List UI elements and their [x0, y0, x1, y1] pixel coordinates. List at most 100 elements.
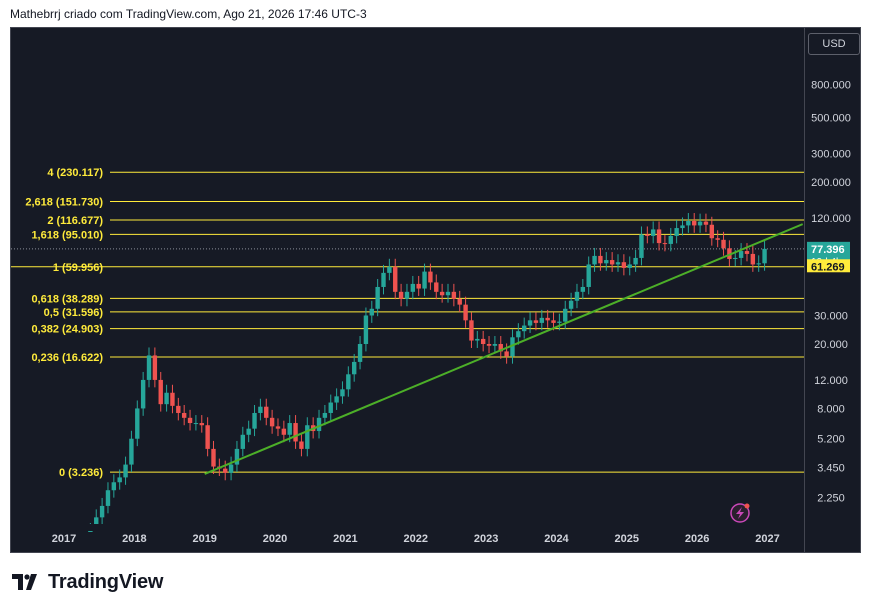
candle-body	[410, 283, 416, 292]
candle-body	[545, 317, 550, 321]
fib-level-label: 4 (230.117)	[47, 167, 103, 179]
candle-body	[680, 225, 685, 229]
candle-body	[733, 257, 738, 259]
candle-body	[451, 291, 457, 299]
x-tick-label: 2018	[122, 533, 146, 545]
candle-body	[140, 379, 146, 409]
candle-body	[727, 248, 732, 259]
candle-body	[422, 271, 427, 289]
candle-body	[480, 338, 486, 344]
candle-body	[428, 271, 433, 283]
candle-body	[621, 262, 627, 268]
candle-body	[275, 426, 281, 429]
brand-name: TradingView	[48, 571, 164, 593]
x-tick-label: 2023	[474, 533, 498, 545]
candle-body	[539, 317, 544, 323]
fib-level-label: 0 (3.236)	[59, 467, 103, 479]
y-tick-label: 12.000	[814, 375, 848, 387]
candle-body	[645, 234, 650, 236]
candle-body	[656, 229, 662, 244]
x-tick-label: 2017	[52, 533, 76, 545]
candle-body	[563, 308, 568, 322]
lightning-alert-icon[interactable]	[730, 503, 750, 523]
chart-pane[interactable]	[10, 27, 805, 553]
candle-body	[574, 291, 580, 301]
fib-level-label: 0,618 (38.289)	[31, 293, 103, 305]
candle-body	[439, 291, 445, 296]
candle-body	[328, 402, 333, 413]
x-tick-label: 2020	[263, 533, 287, 545]
candle-body	[117, 477, 122, 483]
candle-body	[187, 417, 193, 424]
candle-body	[123, 464, 128, 478]
candle-body	[604, 260, 609, 264]
y-tick-label: 20.000	[814, 339, 848, 351]
candle-body	[99, 505, 105, 518]
candle-body	[146, 355, 152, 380]
candle-body	[492, 344, 498, 346]
candle-body	[650, 229, 656, 236]
candle-body	[228, 464, 234, 473]
candle-body	[135, 408, 140, 439]
candle-body	[715, 238, 720, 240]
candle-body	[211, 448, 216, 467]
currency-button[interactable]: USD	[808, 33, 860, 55]
candle-body	[738, 251, 744, 258]
candle-body	[393, 266, 398, 292]
candle-body	[181, 412, 187, 418]
candle-body	[668, 235, 673, 244]
candle-body	[105, 490, 111, 506]
tradingview-icon	[12, 573, 37, 590]
candle-body	[568, 300, 574, 309]
candle-body	[756, 263, 761, 265]
candle-body	[609, 260, 615, 265]
candle-body	[586, 264, 591, 287]
candle-body	[351, 361, 357, 375]
y-tick-label: 200.000	[811, 177, 851, 189]
fib-level-label: 2 (116.677)	[47, 215, 103, 227]
candle-body	[516, 331, 521, 338]
trendline	[204, 223, 804, 475]
candle-body	[264, 406, 269, 418]
candle-body	[152, 355, 158, 380]
y-tick-label: 120.000	[811, 213, 851, 225]
candle-body	[522, 325, 527, 332]
candle-body	[334, 396, 339, 403]
candle-body	[322, 412, 328, 418]
tradingview-logo[interactable]: TradingView	[12, 571, 163, 594]
candle-body	[316, 417, 322, 432]
candle-body	[697, 221, 703, 226]
candle-body	[557, 321, 562, 323]
candle-body	[686, 220, 691, 226]
candle-body	[246, 428, 251, 435]
y-tick-label: 8.000	[817, 403, 845, 415]
y-tick-label: 300.000	[811, 149, 851, 161]
candle-body	[762, 248, 767, 264]
candle-body	[129, 438, 134, 465]
fib-level-label: 0,382 (24.903)	[31, 324, 103, 336]
candle-body	[387, 266, 392, 273]
y-tick-label: 5.200	[817, 434, 845, 446]
price-axis[interactable]	[805, 27, 861, 553]
candle-body	[258, 406, 263, 413]
candle-body	[527, 320, 533, 326]
fib-price-tag-text: 61.269	[811, 261, 845, 273]
candle-body	[475, 338, 480, 341]
candle-body	[674, 228, 679, 236]
current-price-tag-text: 77.396	[811, 244, 845, 256]
x-tick-label: 2021	[333, 533, 357, 545]
candle-body	[281, 428, 287, 435]
candle-body	[375, 286, 380, 309]
fib-level-label: 1 (59.956)	[53, 262, 103, 274]
candle-body	[703, 221, 709, 225]
candle-body	[205, 425, 210, 449]
candle-body	[199, 423, 204, 426]
candle-body	[398, 291, 404, 299]
candle-body	[170, 392, 175, 406]
candle-body	[744, 251, 750, 254]
candle-body	[158, 379, 163, 405]
candle-body	[633, 257, 638, 265]
candle-body	[340, 389, 345, 397]
candle-body	[709, 224, 715, 239]
